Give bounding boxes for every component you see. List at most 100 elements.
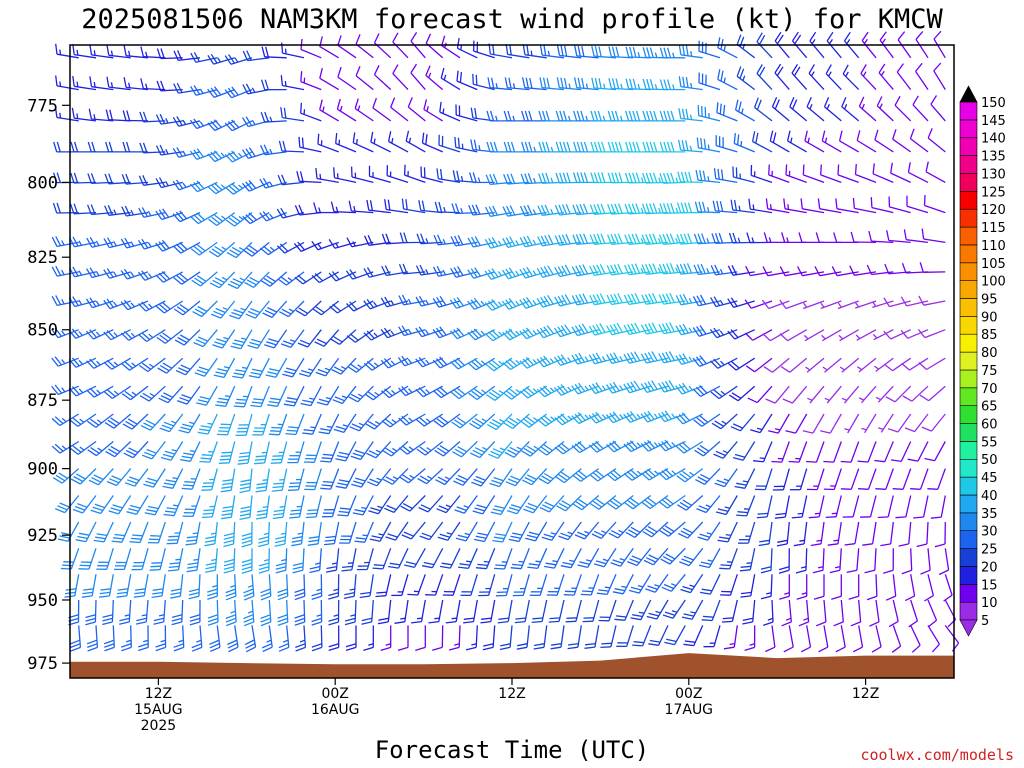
wind-barb bbox=[192, 300, 218, 318]
wind-barb bbox=[589, 293, 617, 306]
wind-barb bbox=[798, 599, 810, 627]
wind-barb bbox=[927, 599, 938, 628]
wind-barb bbox=[283, 385, 305, 407]
wind-barb bbox=[785, 164, 807, 184]
wind-barb bbox=[482, 625, 496, 651]
wind-barb bbox=[425, 33, 444, 59]
wind-barb bbox=[717, 37, 738, 59]
wind-barb bbox=[155, 239, 183, 252]
colorbar-label: 110 bbox=[981, 239, 1006, 254]
wind-barb bbox=[149, 548, 166, 571]
colorbar-label: 90 bbox=[981, 310, 998, 325]
y-tick-label: 975 bbox=[27, 654, 58, 674]
wind-barb bbox=[606, 233, 634, 246]
wind-barb bbox=[842, 64, 860, 91]
wind-barb bbox=[751, 131, 773, 153]
wind-barb bbox=[910, 625, 921, 653]
wind-barb bbox=[336, 98, 357, 122]
wind-barb bbox=[380, 625, 392, 652]
wind-barb bbox=[694, 441, 721, 457]
wind-barb bbox=[503, 413, 530, 430]
colorbar-label: 20 bbox=[981, 560, 998, 575]
wind-barb bbox=[736, 495, 756, 517]
wind-barb bbox=[225, 212, 253, 227]
wind-barb bbox=[386, 165, 409, 184]
wind-barb bbox=[806, 468, 825, 491]
wind-barb bbox=[239, 495, 253, 521]
wind-barb bbox=[779, 266, 807, 277]
wind-barb bbox=[539, 495, 565, 513]
wind-barb bbox=[701, 599, 721, 622]
wind-barb bbox=[822, 357, 842, 373]
wind-barb bbox=[277, 574, 289, 601]
wind-barb bbox=[630, 599, 652, 621]
wind-barb bbox=[401, 521, 426, 540]
wind-barb bbox=[658, 439, 686, 452]
wind-barb bbox=[88, 468, 114, 486]
wind-barb bbox=[450, 385, 478, 400]
wind-barb bbox=[399, 468, 426, 484]
wind-barb bbox=[815, 599, 827, 627]
wind-barb bbox=[320, 468, 340, 490]
wind-barb bbox=[835, 625, 846, 653]
wind-barb bbox=[121, 205, 149, 217]
colorbar-label: 30 bbox=[981, 525, 998, 540]
wind-barb bbox=[260, 79, 287, 91]
wind-barb bbox=[276, 207, 305, 219]
colorbar-segment bbox=[959, 155, 978, 174]
wind-barb bbox=[323, 521, 340, 546]
wind-barb bbox=[536, 265, 565, 278]
wind-barb bbox=[355, 34, 374, 59]
wind-barb bbox=[802, 413, 825, 434]
wind-barb bbox=[714, 468, 738, 488]
wind-barb bbox=[373, 65, 392, 91]
wind-barb bbox=[800, 625, 812, 653]
wind-barb bbox=[401, 198, 426, 214]
wind-barb bbox=[499, 625, 513, 651]
wind-barb bbox=[658, 379, 686, 393]
wind-barb bbox=[455, 104, 478, 122]
wind-barb bbox=[363, 625, 374, 652]
wind-barb bbox=[820, 164, 842, 184]
wind-barb bbox=[467, 357, 496, 371]
wind-barb bbox=[302, 413, 322, 435]
wind-barb bbox=[335, 133, 357, 153]
wind-barb bbox=[258, 521, 270, 548]
wind-barb bbox=[57, 521, 80, 542]
wind-barb bbox=[52, 202, 79, 214]
wind-barb bbox=[904, 413, 929, 433]
wind-barb bbox=[436, 168, 461, 184]
colorbar-segment bbox=[959, 405, 978, 424]
wind-barb bbox=[736, 34, 756, 59]
wind-barb bbox=[241, 521, 253, 548]
wind-barb bbox=[776, 521, 790, 547]
wind-barb bbox=[241, 179, 270, 192]
wind-barb bbox=[895, 495, 912, 519]
wind-barb bbox=[485, 205, 513, 218]
wind-barb bbox=[419, 521, 444, 541]
colorbar-segment bbox=[959, 369, 978, 389]
wind-barb bbox=[529, 574, 548, 596]
wind-barb bbox=[410, 32, 426, 59]
wind-barb bbox=[659, 141, 686, 153]
wind-barb bbox=[815, 232, 842, 244]
colorbar-segment bbox=[959, 191, 978, 210]
wind-barb bbox=[676, 263, 703, 275]
wind-barb bbox=[730, 199, 755, 214]
wind-barb bbox=[554, 203, 582, 216]
wind-barb bbox=[536, 294, 565, 308]
wind-barb bbox=[640, 351, 669, 364]
wind-barb bbox=[588, 440, 617, 453]
wind-barb bbox=[600, 625, 617, 649]
wind-barb bbox=[900, 296, 929, 307]
wind-barb bbox=[783, 625, 794, 653]
wind-barb bbox=[854, 164, 877, 184]
wind-barb bbox=[201, 468, 218, 491]
wind-barb bbox=[243, 599, 255, 627]
wind-barb bbox=[242, 212, 270, 225]
wind-barb bbox=[216, 413, 236, 436]
wind-barb bbox=[391, 574, 409, 597]
wind-barb bbox=[748, 198, 773, 214]
colorbar-segment bbox=[959, 298, 978, 317]
wind-barb bbox=[930, 95, 946, 122]
